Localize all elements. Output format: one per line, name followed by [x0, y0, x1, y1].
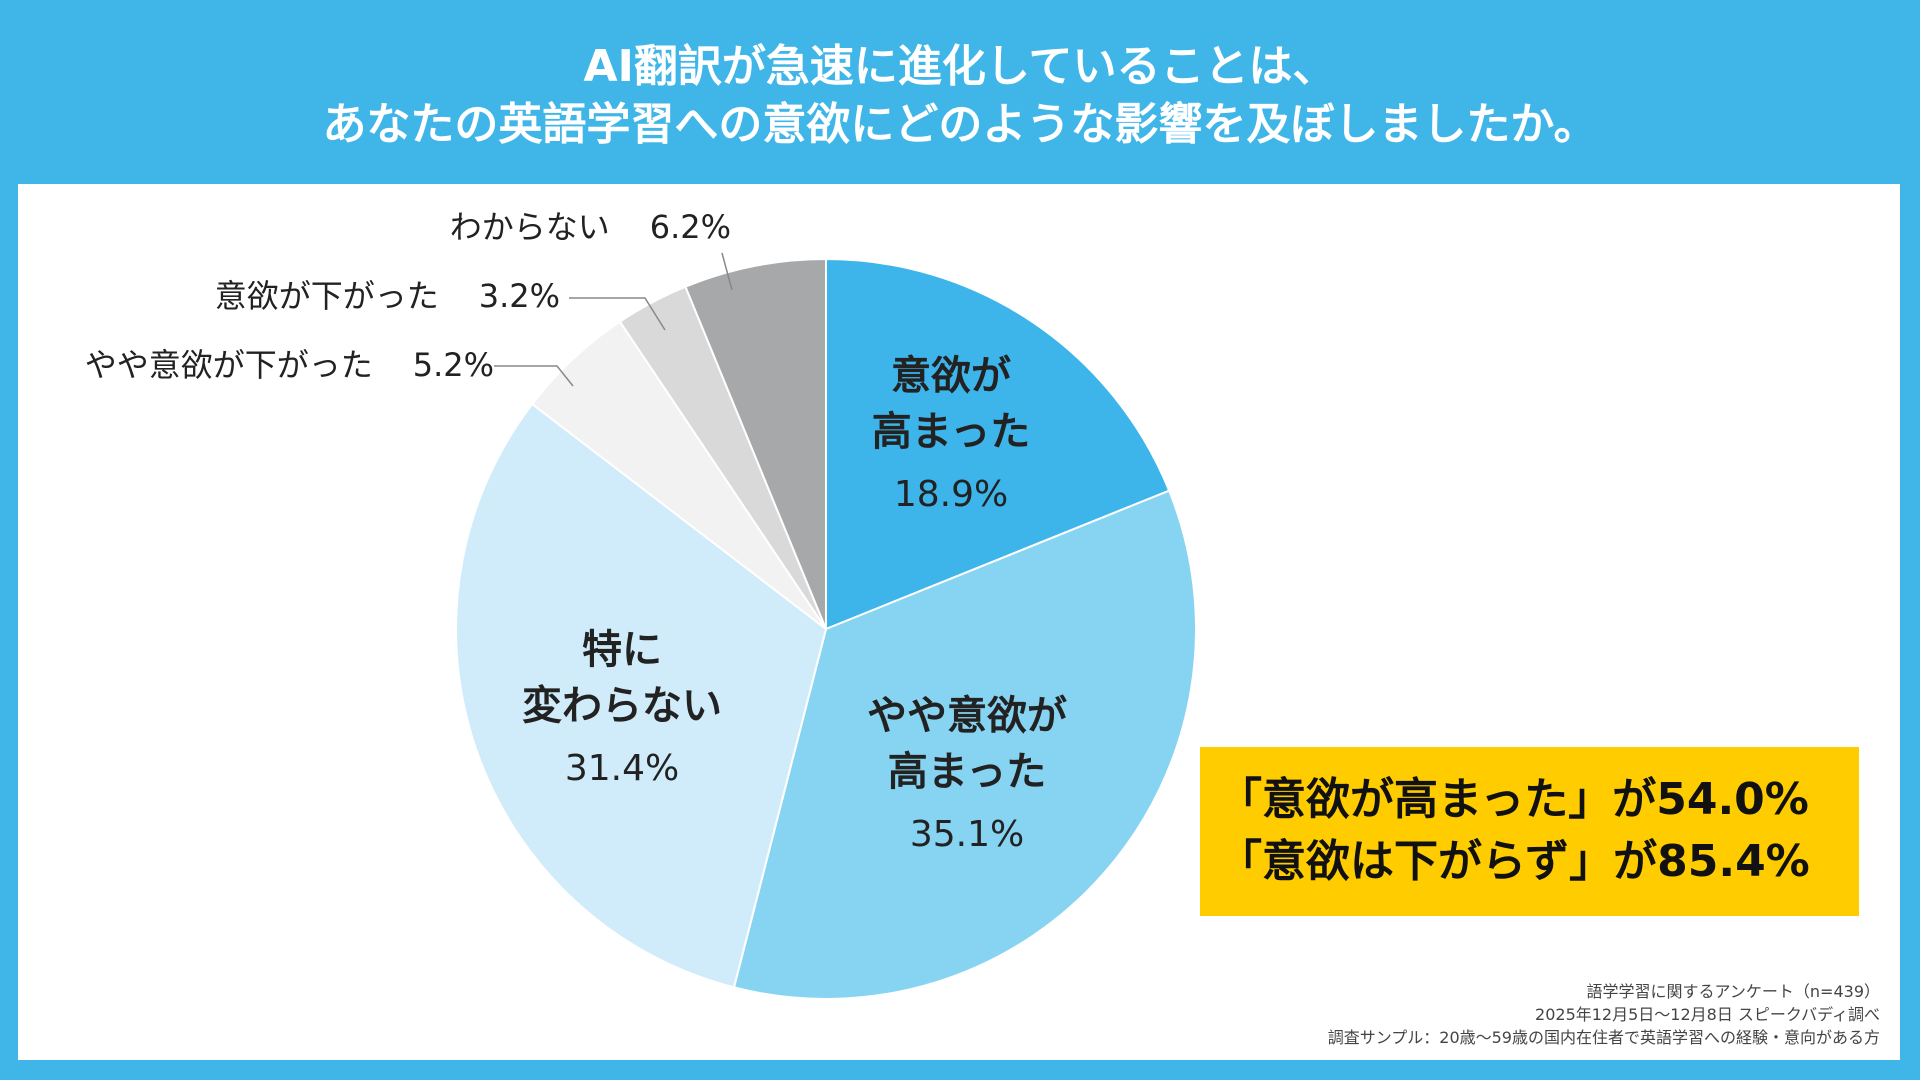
value-label: 31.4% — [564, 748, 680, 789]
outer-label: わからない 6.2% — [450, 208, 731, 246]
leader-line — [569, 297, 666, 331]
chart-title: AI翻訳が急速に進化していることは、 あなたの英語学習への意欲にどのような影響を… — [322, 41, 1598, 150]
annotation: 「意欲は下がらず」が85.4% — [1218, 836, 1810, 887]
pie-slice — [684, 257, 827, 630]
footnote: 調査サンプル：20歳～59歳の国内在住者で英語学習への経験・意向がある方 — [1327, 1028, 1880, 1047]
pie-slice — [732, 489, 1197, 1000]
leader-line — [721, 252, 733, 291]
value-label: 18.9% — [893, 474, 1009, 515]
category-label: わからない — [450, 208, 610, 246]
footnote: 2025年12月5日～12月8日 スピークバディ調べ — [1535, 1005, 1880, 1024]
pie-slice — [455, 402, 828, 989]
callout: 「意欲が高まった」が54.0% 「意欲は下がらず」が85.4% — [1200, 747, 1859, 916]
slice-label: やや意欲が 高まった 35.1% — [867, 688, 1067, 855]
value-label: 35.1% — [909, 814, 1025, 855]
slice-label: 特に 変わらない 31.4% — [522, 622, 722, 789]
footnote: 語学学習に関するアンケート（n=439） — [1586, 982, 1880, 1001]
category-label: やや意欲が下がった — [85, 346, 373, 384]
leader-line — [494, 365, 574, 387]
category-label: 意欲が下がった — [215, 277, 439, 315]
slice-label: 意欲が 高まった 18.9% — [872, 348, 1030, 515]
pie-slice — [825, 257, 1171, 631]
category-label: やや意欲が 高まった — [867, 693, 1067, 795]
category-label: 意欲が 高まった — [871, 353, 1031, 455]
value-label: 6.2% — [650, 208, 731, 246]
annotation: 「意欲が高まった」が54.0% — [1218, 774, 1809, 825]
value-label: 5.2% — [413, 346, 494, 384]
footnotes: 語学学習に関するアンケート（n=439） 2025年12月5日～12月8日 スピ… — [1328, 980, 1880, 1049]
value-label: 3.2% — [479, 277, 560, 315]
outer-label: やや意欲が下がった 5.2% — [85, 346, 494, 384]
category-label: 特に 変わらない — [522, 627, 722, 729]
outer-label: 意欲が下がった 3.2% — [215, 277, 560, 315]
